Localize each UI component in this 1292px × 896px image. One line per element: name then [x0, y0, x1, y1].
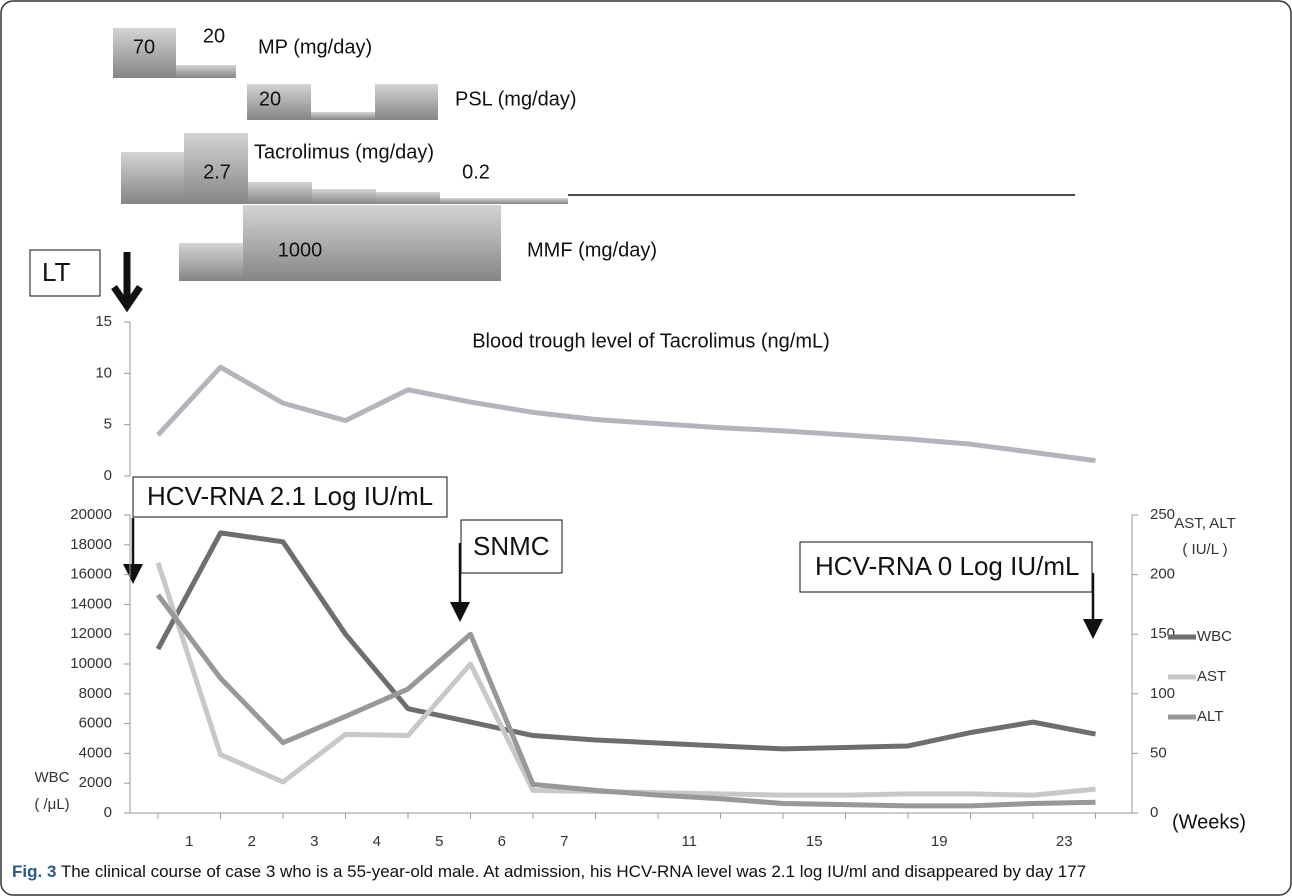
- y-tick-label: 6000: [79, 715, 112, 732]
- y2-tick-label: 250: [1150, 506, 1175, 523]
- y-tick-label: 4000: [79, 744, 112, 761]
- x-tick-label: 19: [931, 833, 948, 850]
- y-tick-label: 5: [104, 416, 112, 433]
- x-tick-label: 1: [185, 833, 193, 850]
- drug-name: MP (mg/day): [258, 36, 372, 58]
- y-tick-label: 12000: [70, 625, 112, 642]
- y2-tick-label: 50: [1150, 744, 1167, 761]
- caption-label: Fig. 3: [12, 862, 56, 881]
- y-tick-label: 2000: [79, 774, 112, 791]
- y-tick-label: 8000: [79, 685, 112, 702]
- dose-bar: [440, 198, 568, 204]
- y-tick-label: 10: [95, 364, 112, 381]
- y2-tick-label: 150: [1150, 625, 1175, 642]
- chart-title: Blood trough level of Tacrolimus (ng/mL): [472, 330, 830, 352]
- lt-label: LT: [42, 257, 71, 287]
- x-axis-label: (Weeks): [1172, 811, 1246, 833]
- x-tick-label: 6: [498, 833, 506, 850]
- x-tick-label: 2: [248, 833, 256, 850]
- series-line: [156, 364, 1096, 464]
- y-tick-label: 0: [104, 467, 112, 484]
- caption: Fig. 3 The clinical course of case 3 who…: [12, 862, 1086, 881]
- y-axis-label: WBC: [35, 769, 70, 786]
- x-tick-label: 15: [806, 833, 823, 850]
- dose-bar: [113, 28, 176, 78]
- x-tick-label: 5: [435, 833, 443, 850]
- drug-name: MMF (mg/day): [527, 239, 657, 261]
- snmc-label: SNMC: [473, 531, 550, 561]
- hcv-end-box: [799, 541, 1093, 593]
- y-tick-label: 14000: [70, 595, 112, 612]
- y-axis-label: ( /μL): [34, 796, 69, 813]
- series-line: [155, 561, 1096, 798]
- drug-name: PSL (mg/day): [455, 88, 577, 110]
- y-tick-label: 0: [104, 804, 112, 821]
- legend-label: ALT: [1197, 708, 1223, 725]
- lt-box: [29, 249, 101, 297]
- y-tick-label: 16000: [70, 566, 112, 583]
- series-line: [155, 530, 1096, 752]
- y-tick-label: 10000: [70, 655, 112, 672]
- snmc-box: [460, 519, 563, 574]
- x-tick-label: 4: [373, 833, 381, 850]
- dose-label: 1000: [278, 239, 323, 261]
- drug-name: Tacrolimus (mg/day): [254, 141, 434, 163]
- y2-axis-label: AST, ALT: [1174, 515, 1235, 532]
- x-tick-label: 7: [560, 833, 568, 850]
- dose-label: 2.7: [203, 161, 231, 183]
- dose-bar: [247, 84, 311, 120]
- x-tick-label: 3: [310, 833, 318, 850]
- dose-label: 70: [133, 36, 155, 58]
- hcv-end-label: HCV-RNA 0 Log IU/mL: [815, 551, 1079, 581]
- y-tick-label: 15: [95, 313, 112, 330]
- dose-bar: [248, 182, 312, 204]
- legend-label: AST: [1197, 668, 1226, 685]
- hcv-start-box: [132, 476, 448, 518]
- hcv-start-label: HCV-RNA 2.1 Log IU/mL: [147, 481, 433, 511]
- dose-bar: [184, 133, 248, 204]
- y-tick-label: 20000: [70, 506, 112, 523]
- dose-label: 20: [259, 88, 281, 110]
- dose-bar: [243, 205, 501, 281]
- y2-tick-label: 200: [1150, 566, 1175, 583]
- series-line: [155, 593, 1096, 809]
- dose-bar: [179, 243, 243, 281]
- caption-text: The clinical course of case 3 who is a 5…: [56, 862, 1086, 881]
- x-tick-label: 23: [1056, 833, 1073, 850]
- dose-bar: [176, 65, 236, 78]
- y2-axis-label: ( IU/L ): [1182, 541, 1227, 558]
- y2-tick-label: 0: [1150, 804, 1158, 821]
- legend-label: WBC: [1197, 628, 1232, 645]
- dose-bar: [312, 189, 376, 204]
- dose-bar: [376, 192, 440, 204]
- y-tick-label: 18000: [70, 536, 112, 553]
- dose-label: 20: [203, 25, 225, 47]
- dose-bar: [311, 112, 375, 120]
- x-tick-label: 11: [681, 833, 697, 850]
- y2-tick-label: 100: [1150, 685, 1175, 702]
- dose-bar: [121, 152, 184, 204]
- dose-label: 0.2: [462, 161, 490, 183]
- lt-arrow: [111, 252, 143, 313]
- dose-bar: [375, 84, 438, 120]
